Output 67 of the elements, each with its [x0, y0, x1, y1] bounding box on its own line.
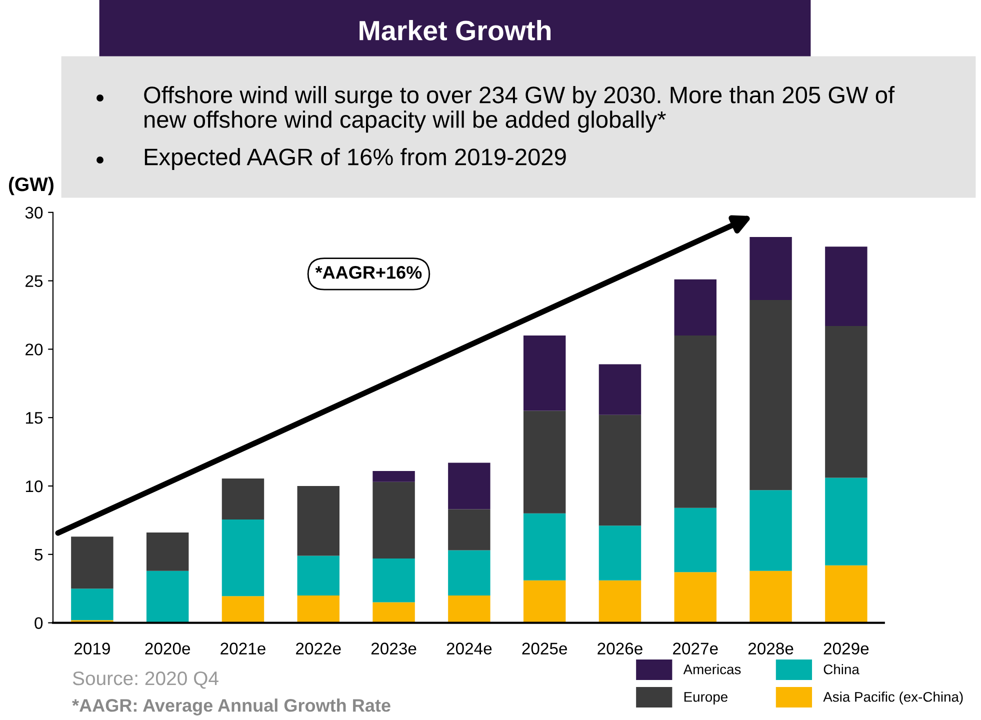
y-tick-label: 15: [26, 412, 43, 424]
legend-label: Asia Pacific (ex-China): [823, 692, 963, 705]
bar: [523, 336, 566, 411]
bar: [750, 490, 792, 571]
bar: [222, 520, 264, 596]
bar: [71, 536, 114, 589]
bar: [598, 526, 642, 580]
bar: [146, 532, 189, 571]
x-tick-label: 2027e: [673, 642, 718, 654]
legend-label: China: [824, 664, 860, 674]
annotation: *AAGR+16%: [315, 266, 422, 279]
bar: [598, 580, 642, 623]
y-tick-label: 10: [26, 480, 43, 492]
bar: [222, 596, 264, 623]
bar: [825, 326, 868, 478]
bar: [674, 279, 716, 336]
x-tick-label: 2020e: [145, 642, 190, 654]
bar: [523, 580, 566, 623]
y-tick-label: 0: [34, 617, 43, 630]
x-tick-label: 2025e: [522, 642, 568, 654]
bar: [372, 470, 415, 482]
x-tick-label: 2019: [74, 642, 110, 654]
bar: [372, 482, 415, 559]
bar: [448, 550, 490, 596]
x-tick-label: 2029e: [824, 642, 869, 654]
x-tick-label: 2026e: [598, 642, 642, 654]
legend-label: Europe: [684, 692, 728, 705]
bar: [448, 595, 490, 623]
y-axis-title: (GW): [8, 176, 54, 196]
text: Offshore wind will surge to over 234 GW by 2030. More than 205 GW of new offshore wind capacity will be added globally*: [144, 86, 895, 133]
bar: [750, 570, 792, 623]
bar: [297, 486, 340, 556]
bar: [448, 509, 490, 550]
bar: [146, 570, 189, 623]
bar: [297, 595, 340, 623]
y-tick-label: 25: [26, 275, 43, 288]
chart-title: Market Growth: [360, 20, 551, 40]
x-tick-label: 2021e: [220, 642, 266, 654]
bar: [598, 364, 642, 415]
bar: [372, 558, 415, 602]
bar: [222, 478, 264, 520]
bar: [674, 508, 716, 572]
bar: [71, 588, 114, 620]
bar: [448, 462, 490, 510]
bar: [825, 246, 868, 326]
bar: [523, 513, 566, 580]
x-tick-label: 2022e: [296, 642, 341, 654]
x-tick-label: 2024e: [446, 642, 492, 654]
bar: [825, 478, 868, 566]
bar: [297, 556, 340, 596]
bar: [598, 414, 642, 526]
text: *AAGR: Average Annual Growth Rate: [72, 698, 390, 716]
bar: [372, 602, 415, 623]
x-tick-label: 2023e: [371, 642, 416, 654]
bar: [750, 300, 792, 490]
y-tick-label: 30: [25, 206, 43, 219]
y-tick-label: 20: [26, 344, 43, 356]
bar: [825, 565, 868, 623]
bar: [674, 572, 716, 623]
bar: [523, 410, 566, 514]
y-tick-label: 5: [34, 548, 43, 561]
x-tick-label: 2028e: [748, 642, 794, 654]
source-note: Source: 2020 Q4: [72, 671, 218, 689]
text: Expected AAGR of 16% from 2019-2029: [144, 148, 566, 170]
legend-label: Americas: [683, 664, 741, 674]
bar: [674, 336, 716, 508]
bar: [750, 237, 792, 300]
